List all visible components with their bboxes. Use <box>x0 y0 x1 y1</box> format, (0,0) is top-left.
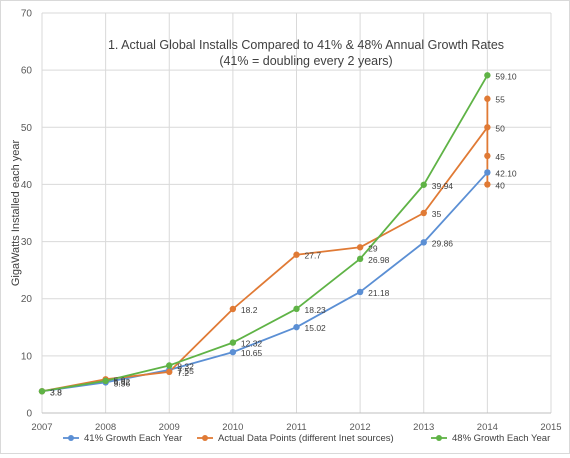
legend-swatch-marker <box>68 435 74 441</box>
x-tick-label: 2014 <box>477 422 498 433</box>
series-line-1 <box>41 126 489 393</box>
data-labels: 3.85.367.5510.6515.0221.1829.8642.103.85… <box>50 71 517 397</box>
data-label: 5.36 <box>114 378 131 388</box>
x-tick-label: 2011 <box>286 422 306 433</box>
data-point <box>229 305 237 313</box>
axes: 2007 2008 2009 2010 2011 2012 2013 2014 2015 0 10 2… <box>21 9 562 434</box>
series-line-2 <box>41 74 489 393</box>
data-point <box>484 152 491 160</box>
data-label: 50 <box>495 123 505 133</box>
chart-title: 1. Actual Global Installs Compared to 41… <box>108 38 504 68</box>
data-label: 29.86 <box>432 238 454 248</box>
y-tick-label: 30 <box>21 237 33 248</box>
chart-title-line-2: (41% = doubling every 2 years) <box>219 54 392 68</box>
series-layer <box>38 72 491 395</box>
series-line-0 <box>41 171 489 393</box>
data-point <box>166 368 173 376</box>
data-label: 8.32 <box>177 361 194 371</box>
data-label: 55 <box>495 95 505 105</box>
data-label: 27.7 <box>305 251 322 261</box>
x-tick-label: 2008 <box>95 422 116 433</box>
y-axis-label: GigaWatts Installed each year <box>10 140 22 287</box>
data-label: 15.02 <box>305 323 327 333</box>
data-point <box>356 288 364 296</box>
data-label: 59.10 <box>495 71 517 81</box>
y-tick-label: 50 <box>21 123 33 134</box>
data-point <box>166 362 173 369</box>
data-label: 5.62 <box>114 377 131 387</box>
legend-label: 48% Growth Each Year <box>452 433 550 444</box>
data-point <box>356 244 364 251</box>
data-label: 42.10 <box>495 168 517 178</box>
data-label: 29 <box>368 243 378 253</box>
legend-swatch-marker <box>436 435 442 441</box>
data-label: 39.94 <box>432 181 454 191</box>
x-tick-label: 2012 <box>350 422 371 433</box>
data-label: 21.18 <box>368 288 390 298</box>
data-point <box>293 251 300 258</box>
data-label: 18.23 <box>305 305 327 315</box>
data-label: 3.8 <box>50 387 62 397</box>
x-tick-label: 2010 <box>222 422 243 433</box>
data-point <box>484 95 491 102</box>
data-point <box>102 377 109 385</box>
x-tick-label: 2009 <box>159 422 180 433</box>
data-point <box>229 339 237 346</box>
data-label: 7.2 <box>177 368 189 378</box>
y-tick-label: 20 <box>21 294 33 305</box>
data-point <box>484 124 491 131</box>
data-label: 12.32 <box>241 339 263 349</box>
data-point <box>356 255 364 263</box>
x-tick-label: 2013 <box>413 422 434 433</box>
data-label: 3.8 <box>50 387 62 397</box>
data-label: 18.2 <box>241 305 258 315</box>
legend-swatch-marker <box>202 435 208 441</box>
legend-label: Actual Data Points (different Inet sourc… <box>218 433 394 444</box>
data-label: 26.98 <box>368 255 390 265</box>
chart-title-line-1: 1. Actual Global Installs Compared to 41… <box>108 38 504 52</box>
y-tick-label: 60 <box>21 66 33 77</box>
data-point <box>229 348 237 356</box>
y-tick-label: 40 <box>21 180 33 191</box>
y-tick-label: 70 <box>21 9 33 20</box>
y-tick-label: 10 <box>21 351 33 362</box>
data-point <box>484 169 491 176</box>
data-point <box>38 388 46 395</box>
data-point <box>293 323 300 331</box>
data-point <box>420 239 427 246</box>
x-tick-label: 2015 <box>540 422 561 433</box>
data-label: 40 <box>495 180 505 190</box>
data-label: 5.9 <box>114 375 126 385</box>
data-point <box>484 181 491 188</box>
data-label: 45 <box>495 152 505 162</box>
data-point <box>293 305 300 313</box>
data-point <box>420 181 427 188</box>
data-label: 35 <box>432 209 442 219</box>
gridlines <box>41 12 552 414</box>
data-point <box>484 72 491 79</box>
data-label: 7.55 <box>177 366 194 376</box>
data-label: 10.65 <box>241 348 263 358</box>
data-point <box>420 209 427 217</box>
legend: 41% Growth Each Year Actual Data Points (… <box>63 433 550 444</box>
y-tick-label: 0 <box>26 409 32 420</box>
legend-label: 41% Growth Each Year <box>84 433 182 444</box>
x-tick-label: 2007 <box>31 422 52 433</box>
